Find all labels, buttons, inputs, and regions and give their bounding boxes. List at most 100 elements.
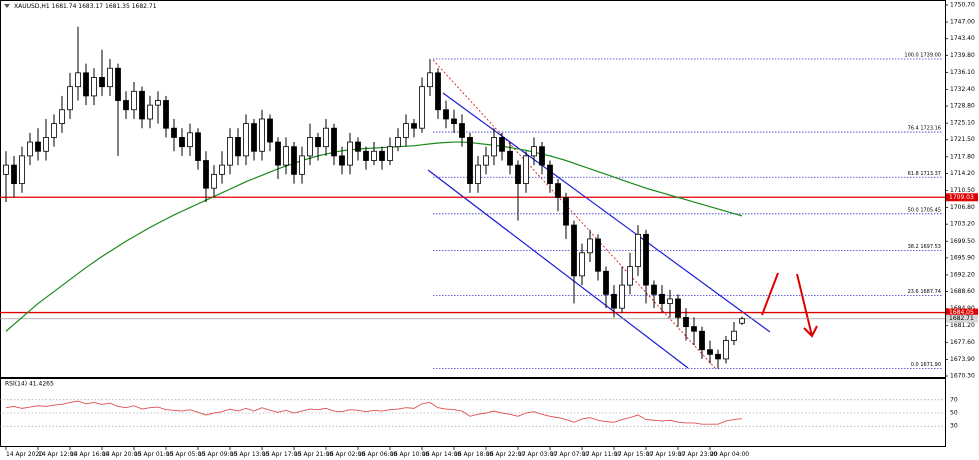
candle-body [275, 141, 281, 166]
rsi-label: RSI(14) 41.4265 [5, 381, 54, 388]
candle-body [675, 298, 681, 318]
x-tick-label: 14 Apr 16:00 [70, 451, 109, 458]
candle-body [611, 293, 617, 309]
fib-label: 0.0 1671.90 [911, 362, 941, 368]
candle-body [435, 72, 441, 111]
candle-body [507, 150, 513, 166]
channel-upper [442, 92, 771, 333]
price-box [946, 308, 978, 317]
candle-body [59, 109, 65, 124]
candle-body [635, 233, 641, 268]
candle-body [187, 132, 193, 148]
y-tick-label: 1692.20 [950, 271, 975, 278]
candle-body [451, 118, 457, 124]
y-tick-label: 1688.60 [950, 288, 975, 295]
x-tick-label: 15 Apr 09:00 [198, 451, 237, 458]
x-tick-label: 17 Apr 03:00 [518, 451, 557, 458]
candle-body [395, 137, 401, 148]
x-tick-label: 16 Apr 18:00 [454, 451, 493, 458]
candle-body [707, 349, 713, 355]
x-tick-label: 20 Apr 04:00 [710, 451, 749, 458]
candle-body [523, 155, 529, 184]
candle-body [67, 86, 73, 111]
candle-body [531, 146, 537, 157]
candle-body [283, 146, 289, 166]
candle-body [291, 146, 297, 175]
fib-label: 38.2 1697.53 [908, 244, 941, 250]
candle-body [243, 123, 249, 157]
y-tick-label: 1673.90 [950, 356, 975, 363]
candle-body [51, 123, 57, 138]
candle-body [563, 197, 569, 226]
price-box-label: 1682.71 [949, 315, 974, 322]
y-tick-label: 1725.10 [950, 120, 975, 127]
candle-body [27, 141, 33, 157]
candle-body [147, 104, 153, 120]
y-tick-label: 1681.20 [950, 322, 975, 329]
candle-body [515, 164, 521, 184]
candle-body [667, 298, 673, 304]
rsi-tick-label: 50 [950, 410, 958, 417]
candle-body [651, 284, 657, 295]
fib-label: 100.0 1739.00 [904, 52, 941, 58]
candle-body [355, 141, 361, 152]
x-tick-label: 15 Apr 01:00 [134, 451, 173, 458]
candle-body [491, 137, 497, 157]
y-tick-label: 1750.70 [950, 2, 975, 9]
x-tick-label: 17 Apr 23:00 [678, 451, 717, 458]
candle-body [35, 141, 41, 152]
x-tick-label: 16 Apr 22:00 [486, 451, 525, 458]
candle-body [587, 238, 593, 254]
candle-body [203, 160, 209, 189]
candle-body [683, 316, 689, 328]
candle-body [411, 123, 417, 129]
y-tick-label: 1743.40 [950, 35, 975, 42]
candle-body [123, 100, 129, 111]
fib-label: 61.8 1713.37 [908, 171, 941, 177]
candle-body [723, 340, 729, 360]
candle-body [571, 224, 577, 277]
y-tick-label: 1710.50 [950, 187, 975, 194]
candle-body [379, 150, 385, 161]
candle-body [75, 72, 81, 88]
main-frame [0, 0, 946, 378]
x-tick-label: 16 Apr 06:00 [358, 451, 397, 458]
candle-body [387, 146, 393, 161]
fib-label: 76.4 1723.16 [908, 126, 941, 132]
candle-body [627, 266, 633, 286]
x-tick-label: 15 Apr 21:00 [294, 451, 333, 458]
candle-body [299, 155, 305, 175]
candle-body [211, 173, 217, 189]
candle-body [475, 164, 481, 184]
candle-body [403, 123, 409, 138]
x-tick-label: 17 Apr 15:00 [614, 451, 653, 458]
candle-body [443, 109, 449, 120]
candle-body [739, 318, 745, 324]
rsi-line [5, 400, 743, 425]
candle-body [195, 132, 201, 161]
candle-body [363, 150, 369, 161]
candle-body [331, 127, 337, 157]
x-tick-label: 17 Apr 19:00 [646, 451, 685, 458]
y-tick-label: 1728.80 [950, 103, 975, 110]
candle-body [691, 326, 697, 332]
fib-label: 23.6 1687.74 [908, 289, 941, 295]
candle-body [731, 330, 737, 341]
candle-body [419, 86, 425, 129]
y-tick-label: 1736.10 [950, 69, 975, 76]
price-box-label: 1684.05 [949, 309, 974, 316]
rsi-tick-label: 30 [950, 423, 958, 430]
candle-body [219, 164, 225, 175]
y-tick-label: 1747.00 [950, 19, 975, 26]
candle-body [547, 164, 553, 184]
candle-body [643, 233, 649, 286]
candle-body [539, 146, 545, 166]
candle-body [251, 123, 257, 152]
rsi-tick-label: 70 [950, 396, 958, 403]
y-tick-label: 1670.30 [950, 373, 975, 380]
y-tick-label: 1699.50 [950, 238, 975, 245]
channel-lower [427, 169, 689, 369]
menu-icon [4, 4, 10, 8]
x-tick-label: 16 Apr 02:00 [326, 451, 365, 458]
candle-body [459, 123, 465, 138]
